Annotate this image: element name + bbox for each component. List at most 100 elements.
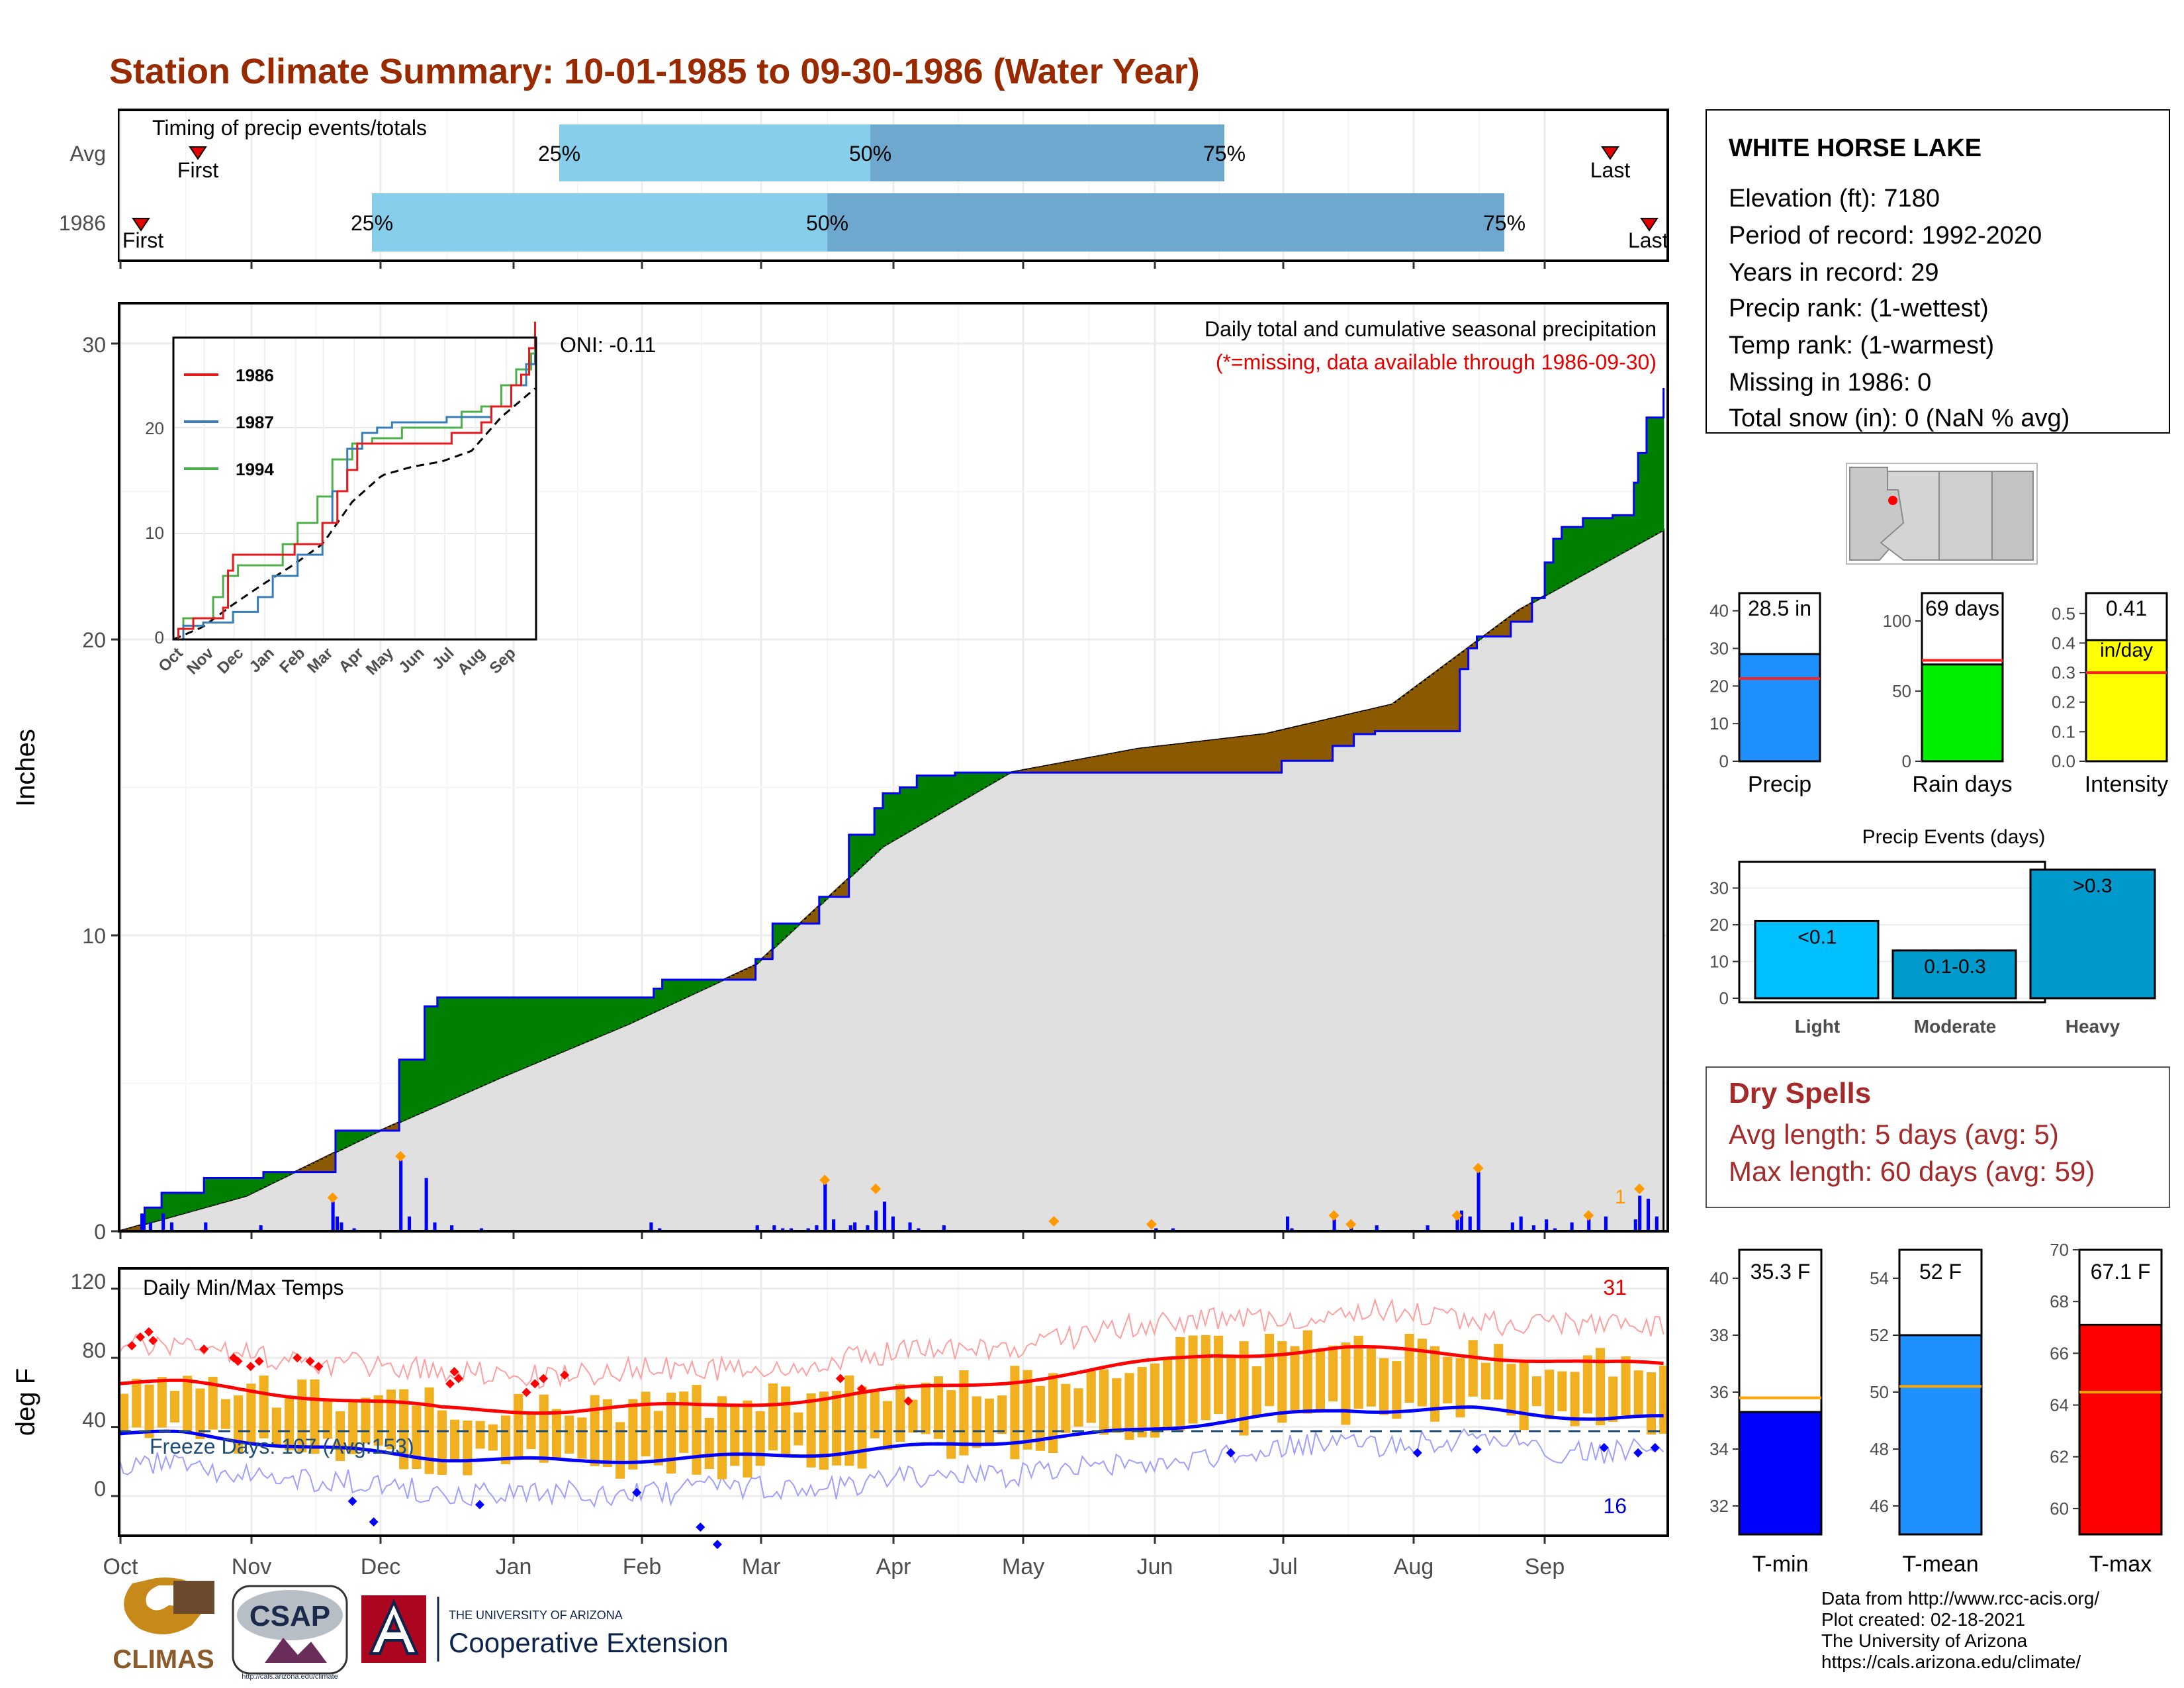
- daily-temp-range-bar: [1480, 1362, 1491, 1400]
- climas-logo-block: [173, 1581, 214, 1614]
- map-region-newmexico: [1938, 471, 1993, 561]
- daily-precip-bar: [1286, 1216, 1290, 1231]
- station-name: WHITE HORSE LAKE: [1729, 134, 1981, 162]
- precip-difference-fill: [1307, 724, 1312, 761]
- precip-difference-fill: [1248, 735, 1253, 773]
- precip-difference-fill: [1201, 741, 1206, 773]
- daily-precip-bar: [1154, 1228, 1158, 1231]
- daily-precip-bar: [424, 1178, 428, 1231]
- extreme-precip-marker: [1328, 1210, 1340, 1221]
- average-min-line: [118, 1405, 1664, 1464]
- precip-difference-fill: [416, 1059, 421, 1114]
- temp-ytick-0: 0: [94, 1477, 106, 1501]
- daily-precip-bar: [1375, 1225, 1379, 1231]
- timing-1986-last: Last: [1628, 228, 1668, 252]
- precip-difference-fill: [1612, 515, 1617, 557]
- precip-difference-fill: [1082, 759, 1087, 773]
- daily-precip-bar: [169, 1222, 174, 1231]
- precip-difference-fill: [1197, 741, 1202, 773]
- extreme-precip-marker: [870, 1183, 882, 1194]
- precip-difference-fill: [1099, 755, 1105, 773]
- precip-difference-fill: [679, 980, 684, 1000]
- precip-difference-fill: [1171, 745, 1177, 773]
- daily-precip-bar: [908, 1222, 912, 1231]
- precip-difference-fill: [806, 915, 811, 924]
- inset-ytick-20: 20: [145, 418, 164, 438]
- summary-ytick: 0: [1719, 751, 1729, 771]
- daily-temp-range-bar: [666, 1392, 676, 1474]
- ua-small-text: THE UNIVERSITY OF ARIZONA: [449, 1609, 623, 1622]
- daily-temp-range-bar: [1417, 1338, 1427, 1407]
- temp-summary-label: T-min: [1752, 1552, 1809, 1577]
- precip-difference-fill: [1438, 668, 1444, 731]
- daily-precip-bar: [1171, 1228, 1175, 1231]
- precip-difference-fill: [1026, 769, 1032, 773]
- precip-difference-fill: [1091, 757, 1096, 773]
- station-elevation: Elevation (ft): 7180: [1729, 185, 1940, 212]
- precip-difference-fill: [666, 980, 672, 1006]
- precip-difference-fill: [848, 835, 854, 876]
- precip-difference-fill: [1332, 718, 1338, 746]
- precip-difference-fill: [1468, 646, 1473, 649]
- precip-difference-fill: [153, 1207, 158, 1221]
- daily-precip-bar: [789, 1228, 794, 1231]
- precip-difference-fill: [437, 997, 443, 1105]
- daily-temp-range-bar: [1201, 1335, 1210, 1421]
- daily-temp-range-bar: [806, 1393, 816, 1468]
- precip-difference-fill: [496, 997, 502, 1078]
- precip-difference-fill: [1239, 737, 1244, 773]
- daily-temp-range-bar: [488, 1424, 498, 1451]
- precip-difference-fill: [649, 997, 655, 1013]
- daily-precip-bar: [1545, 1219, 1549, 1231]
- precip-difference-fill: [301, 1168, 306, 1172]
- precip-difference-fill: [220, 1178, 226, 1203]
- precip-difference-fill: [1269, 732, 1274, 773]
- precip-difference-fill: [1023, 769, 1028, 773]
- precip-difference-fill: [836, 888, 841, 897]
- record-high-marker: [199, 1344, 209, 1354]
- precip-difference-fill: [484, 997, 489, 1084]
- precip-difference-fill: [1604, 518, 1610, 562]
- map-region-east: [1991, 471, 2034, 561]
- precip-difference-fill: [310, 1163, 315, 1172]
- daily-temp-range-bar: [1506, 1364, 1516, 1416]
- precip-difference-fill: [267, 1172, 273, 1185]
- precip-difference-fill: [925, 775, 931, 821]
- precip-difference-fill: [1146, 747, 1151, 773]
- events-ytick: 30: [1709, 878, 1729, 898]
- month-label: Dec: [361, 1554, 400, 1579]
- precip-difference-fill: [853, 835, 858, 872]
- precip-difference-fill: [543, 997, 549, 1059]
- precip-difference-fill: [1375, 708, 1380, 731]
- precip-difference-fill: [772, 923, 778, 947]
- precip-note: Daily total and cumulative seasonal prec…: [1205, 317, 1657, 341]
- precip-difference-fill: [1443, 665, 1448, 731]
- precip-difference-fill: [751, 966, 756, 980]
- temp-summary-bar: [1738, 1411, 1823, 1536]
- inset-1994-line: [173, 343, 536, 641]
- daily-temp-range-bar: [271, 1407, 281, 1446]
- month-label: Jul: [1269, 1554, 1297, 1579]
- daily-precip-bar: [1638, 1196, 1642, 1231]
- precip-difference-fill: [1464, 649, 1469, 669]
- precip-difference-fill: [306, 1165, 311, 1172]
- daily-temp-range-bar: [183, 1376, 193, 1432]
- temp-summary-ytick: 40: [1709, 1268, 1729, 1288]
- daily-temp-range-bar: [424, 1387, 434, 1474]
- precip-difference-fill: [1349, 714, 1355, 746]
- precip-difference-fill: [390, 1125, 396, 1131]
- event-bar-label: Moderate: [1914, 1016, 1996, 1037]
- timing-row-avg: Avg: [69, 142, 106, 165]
- record-high-marker: [314, 1362, 324, 1372]
- daily-temp-range-bar: [1545, 1370, 1555, 1420]
- dry-spells-title: Dry Spells: [1729, 1077, 1871, 1109]
- precip-difference-fill: [1116, 752, 1121, 773]
- dry-spells-avg: Avg length: 5 days (avg: 5): [1729, 1119, 2059, 1150]
- precip-ylabel: Inches: [11, 729, 40, 807]
- precip-difference-fill: [229, 1178, 234, 1200]
- daily-temp-range-bar: [1239, 1341, 1249, 1436]
- precip-difference-fill: [565, 997, 570, 1050]
- daily-temp-range-bar: [322, 1399, 332, 1439]
- precip-difference-fill: [463, 997, 468, 1094]
- precip-difference-fill: [467, 997, 472, 1092]
